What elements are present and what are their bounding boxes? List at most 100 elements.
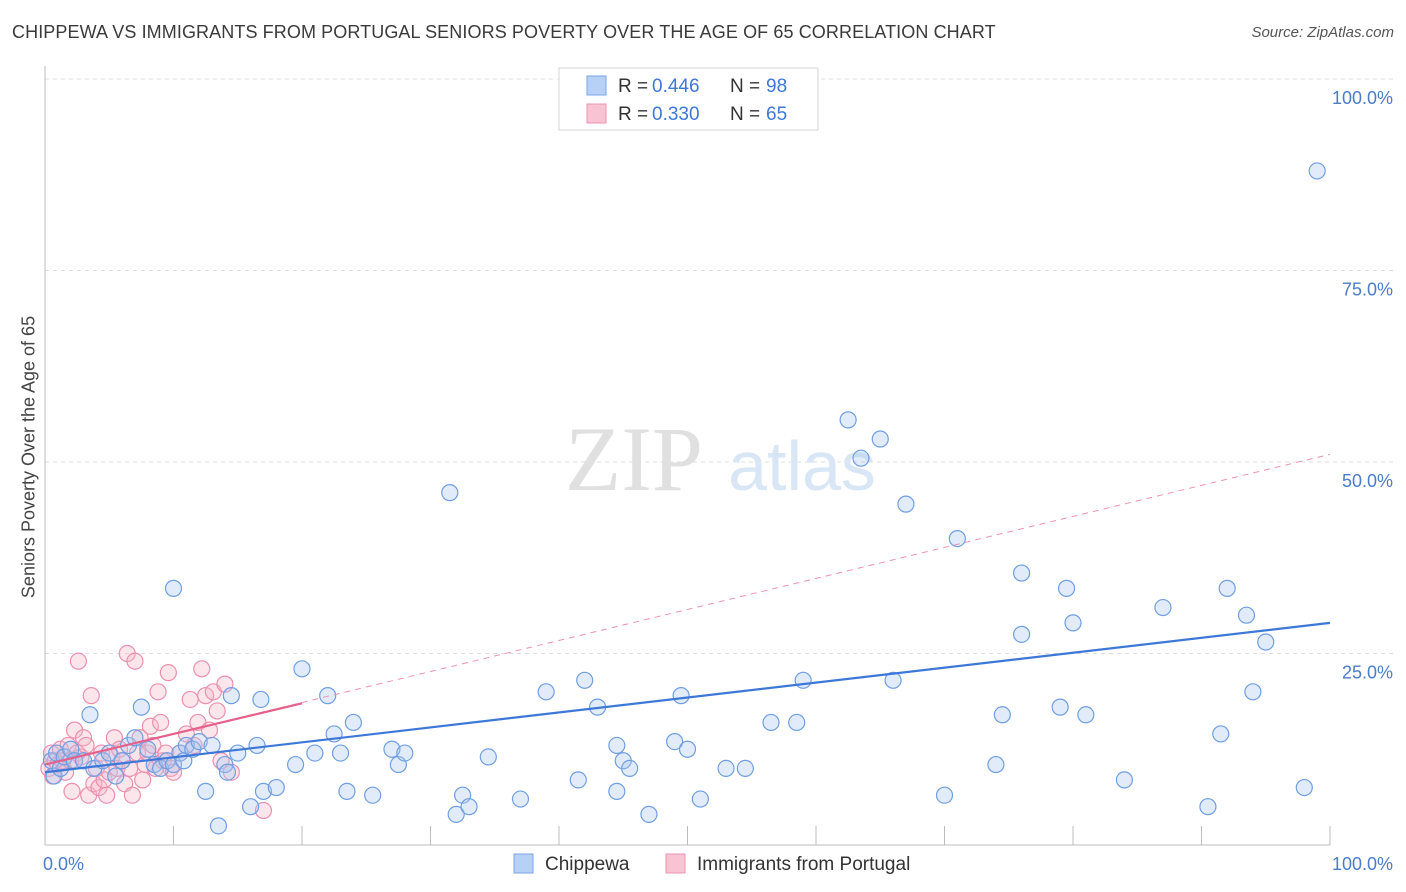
chippewa-point	[788, 713, 806, 732]
chippewa-point	[762, 713, 780, 732]
chippewa-point	[396, 744, 414, 762]
y-tick-label-75: 75.0%	[1342, 280, 1393, 300]
portugal-point	[63, 782, 81, 800]
chippewa-point	[897, 495, 915, 513]
chippewa-point	[1154, 598, 1172, 617]
chippewa-point	[209, 817, 228, 835]
portugal-point	[98, 786, 116, 804]
chippewa-point	[621, 759, 639, 778]
chippewa-point	[306, 744, 324, 762]
watermark-atlas: atlas	[728, 427, 876, 505]
grid-lines	[45, 78, 1393, 654]
chippewa-point	[222, 687, 240, 705]
portugal-point	[126, 652, 144, 670]
chippewa-point	[1308, 162, 1326, 180]
chippewa-point	[666, 732, 684, 751]
chippewa-point	[252, 690, 270, 709]
legend-n-value-2: 65	[766, 104, 787, 125]
trend-lines	[44, 453, 1331, 774]
source-label: Source: ZipAtlas.com	[1251, 24, 1394, 41]
chippewa-point	[1244, 683, 1262, 701]
chippewa-point	[935, 786, 954, 804]
chippewa-point	[736, 759, 754, 778]
chippewa-point	[852, 449, 870, 467]
chippewa-point	[203, 736, 221, 755]
chippewa-point	[1237, 606, 1256, 624]
axes: 25.0% 50.0% 75.0% 100.0% 0.0% 100.0%	[43, 66, 1393, 874]
x-tick-label-end: 100.0%	[1332, 854, 1393, 874]
chippewa-point	[1212, 725, 1230, 743]
chart-title: CHIPPEWA VS IMMIGRANTS FROM PORTUGAL SEN…	[12, 22, 996, 42]
portugal-point	[123, 786, 141, 804]
chippewa-point	[537, 683, 555, 701]
legend-n-value-1: 98	[766, 76, 787, 97]
chippewa-point	[447, 805, 465, 823]
chippewa-point	[672, 687, 690, 705]
chippewa-trend-line	[44, 621, 1331, 774]
legend-r-label-1: R =	[618, 76, 648, 97]
chippewa-point	[993, 706, 1011, 724]
chippewa-point	[717, 759, 735, 778]
portugal-point	[181, 690, 199, 709]
chippewa-point	[1257, 633, 1275, 651]
chippewa-point	[132, 698, 150, 716]
chippewa-point	[479, 748, 497, 766]
chippewa-point	[948, 529, 966, 548]
legend-portugal-swatch	[665, 853, 686, 874]
chippewa-point	[319, 687, 337, 705]
chippewa-point	[164, 579, 183, 597]
portugal-trend-line	[44, 702, 303, 766]
chippewa-point	[293, 660, 311, 678]
chippewa-point	[511, 790, 530, 808]
chippewa-point	[691, 790, 709, 808]
chippewa-point	[569, 771, 587, 789]
y-tick-label-100: 100.0%	[1332, 88, 1393, 108]
portugal-point	[82, 687, 100, 705]
y-tick-label-25: 25.0%	[1342, 663, 1393, 683]
chippewa-point	[331, 744, 350, 762]
legend-n-label-2: N =	[730, 104, 760, 125]
chippewa-point	[1012, 625, 1031, 643]
chippewa-point	[383, 740, 401, 758]
chippewa-point	[839, 411, 857, 429]
chippewa-point	[242, 798, 260, 816]
series-immigrants-from-portugal	[40, 644, 273, 820]
chippewa-point	[190, 732, 208, 751]
chippewa-point	[576, 671, 594, 689]
series-chippewa	[42, 162, 1326, 835]
portugal-point	[134, 771, 152, 789]
chippewa-point	[987, 755, 1005, 774]
chippewa-point	[1051, 698, 1069, 716]
chippewa-point	[338, 782, 356, 800]
chippewa-point	[1115, 771, 1134, 789]
chippewa-point	[640, 805, 658, 823]
chippewa-point	[197, 782, 215, 800]
chippewa-point	[1064, 614, 1082, 632]
chippewa-point	[871, 430, 889, 448]
legend-portugal-label: Immigrants from Portugal	[697, 854, 910, 875]
portugal-point	[77, 736, 95, 755]
chippewa-point	[107, 767, 125, 785]
chippewa-point	[441, 484, 459, 502]
portugal-point	[69, 652, 88, 670]
chippewa-point	[113, 752, 131, 770]
chippewa-point	[884, 671, 902, 689]
chippewa-point	[1295, 778, 1313, 797]
chippewa-point	[608, 782, 626, 800]
chippewa-point	[1218, 579, 1236, 597]
chippewa-point	[608, 736, 626, 755]
chippewa-point	[678, 740, 697, 758]
chippewa-point	[267, 778, 285, 797]
legend-swatch-blue	[586, 75, 607, 96]
chippewa-point	[286, 755, 305, 774]
legend-chippewa-label: Chippewa	[545, 854, 630, 875]
portugal-point	[152, 713, 170, 732]
watermark: ZIP atlas	[565, 408, 876, 510]
x-tick-label-start: 0.0%	[43, 854, 84, 874]
legend-r-value-1: 0.446	[652, 76, 700, 97]
portugal-point	[149, 683, 167, 701]
chippewa-point	[248, 736, 266, 755]
chippewa-point	[364, 786, 382, 804]
chippewa-point	[1199, 798, 1217, 816]
